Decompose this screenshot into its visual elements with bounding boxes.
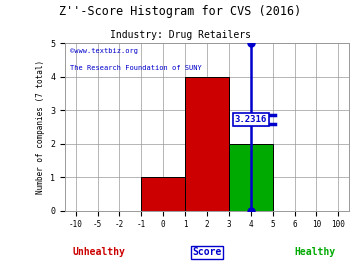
Text: Healthy: Healthy — [294, 247, 336, 257]
Text: 3.2316: 3.2316 — [235, 115, 267, 124]
Text: ©www.textbiz.org: ©www.textbiz.org — [71, 48, 139, 54]
Y-axis label: Number of companies (7 total): Number of companies (7 total) — [36, 60, 45, 194]
Text: Score: Score — [192, 247, 222, 257]
Text: Unhealthy: Unhealthy — [72, 247, 125, 257]
Text: Industry: Drug Retailers: Industry: Drug Retailers — [109, 30, 251, 40]
Text: Z''-Score Histogram for CVS (2016): Z''-Score Histogram for CVS (2016) — [59, 5, 301, 18]
Bar — [141, 177, 185, 211]
Text: The Research Foundation of SUNY: The Research Foundation of SUNY — [71, 65, 202, 71]
Bar — [185, 77, 229, 211]
Bar — [229, 144, 273, 211]
